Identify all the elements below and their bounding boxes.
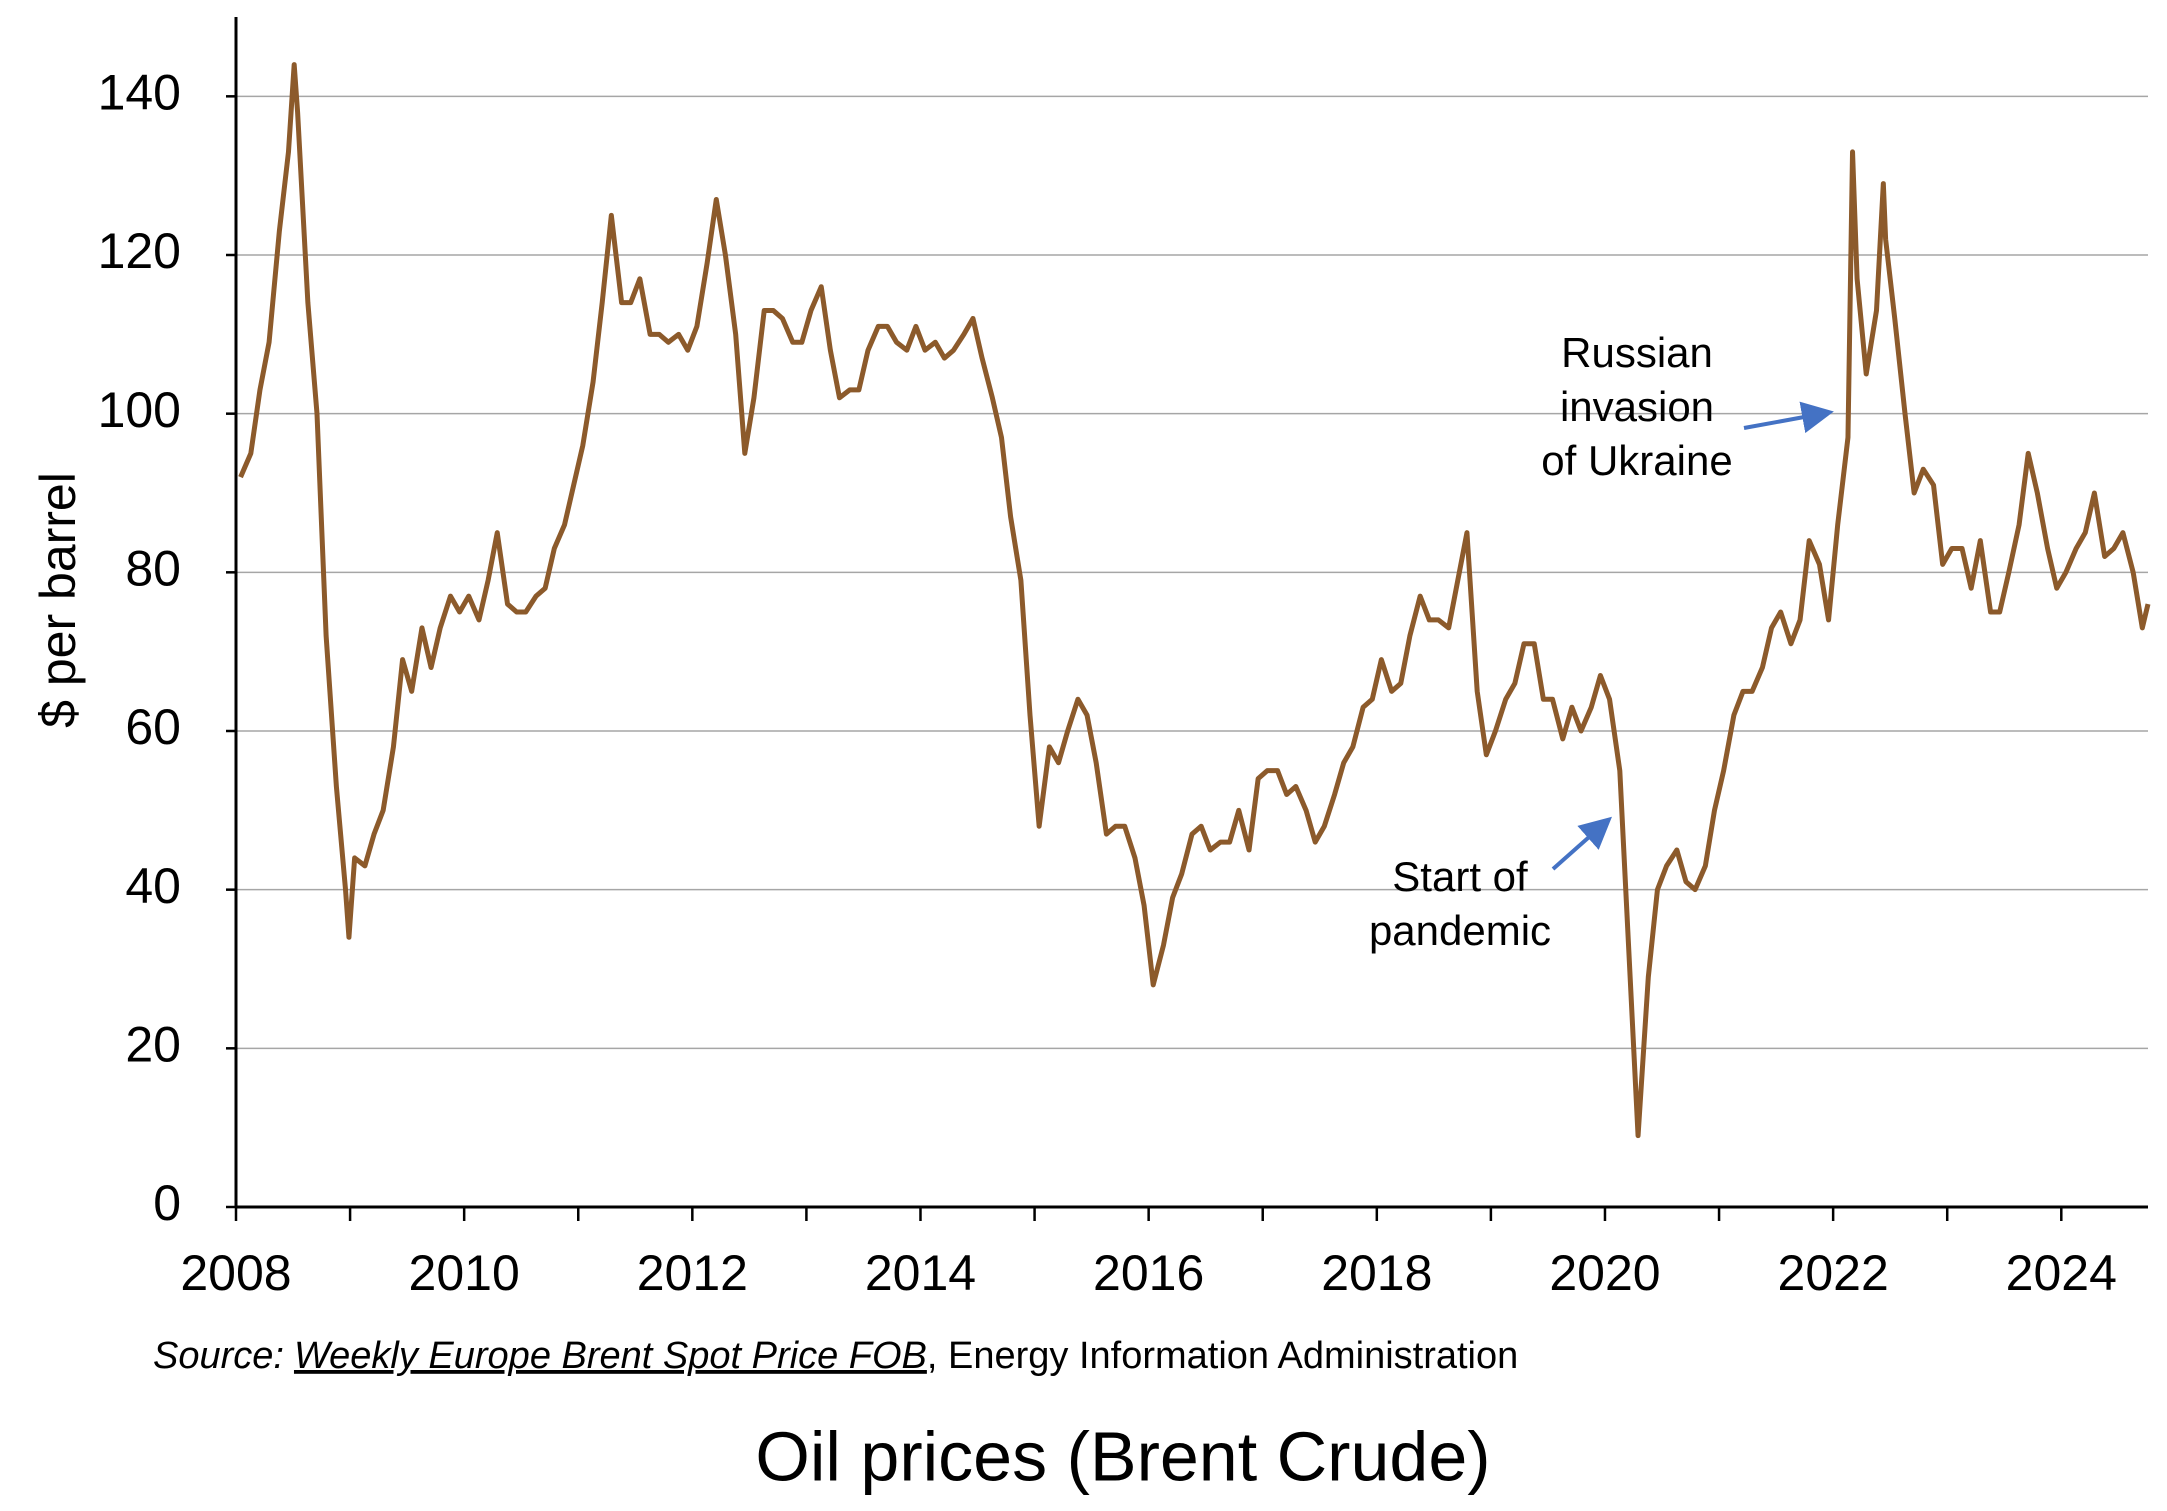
x-tick-label: 2010 xyxy=(409,1245,520,1301)
y-tick-label: 80 xyxy=(125,541,181,597)
price-line xyxy=(238,62,2151,1139)
x-tick-label: 2012 xyxy=(637,1245,748,1301)
source-note: Source: Weekly Europe Brent Spot Price FO… xyxy=(153,1335,1518,1377)
x-tick-label: 2016 xyxy=(1093,1245,1204,1301)
annotation-text: invasion xyxy=(1560,383,1714,430)
annotation-text: Russian xyxy=(1561,329,1713,376)
x-tick-label: 2008 xyxy=(180,1245,291,1301)
y-tick-label: 120 xyxy=(98,223,181,279)
x-tick-label: 2018 xyxy=(1321,1245,1432,1301)
y-tick-label: 140 xyxy=(98,65,181,121)
annotation-text: Start of xyxy=(1392,853,1528,900)
x-tick-label: 2022 xyxy=(1778,1245,1889,1301)
annotation-arrow xyxy=(1743,401,1834,434)
source-suffix: , Energy Information Administration xyxy=(927,1335,1518,1377)
y-axis-label: $ per barrel xyxy=(30,472,86,728)
source-prefix: Source: xyxy=(153,1335,284,1377)
x-tick-label: 2014 xyxy=(865,1245,976,1301)
y-tick-label: 60 xyxy=(125,699,181,755)
x-tick-label: 2024 xyxy=(2006,1245,2117,1301)
annotation-text: pandemic xyxy=(1369,907,1551,954)
source-link[interactable]: Weekly Europe Brent Spot Price FOB xyxy=(294,1335,927,1377)
annotation-arrow xyxy=(1551,816,1612,871)
x-tick-label: 2020 xyxy=(1549,1245,1660,1301)
annotation-text: of Ukraine xyxy=(1541,437,1732,484)
y-tick-label: 20 xyxy=(125,1017,181,1073)
y-tick-label: 40 xyxy=(125,858,181,914)
y-tick-label: 0 xyxy=(153,1175,181,1231)
y-tick-label: 100 xyxy=(98,382,181,438)
chart-title: Oil prices (Brent Crude) xyxy=(755,1417,1490,1495)
